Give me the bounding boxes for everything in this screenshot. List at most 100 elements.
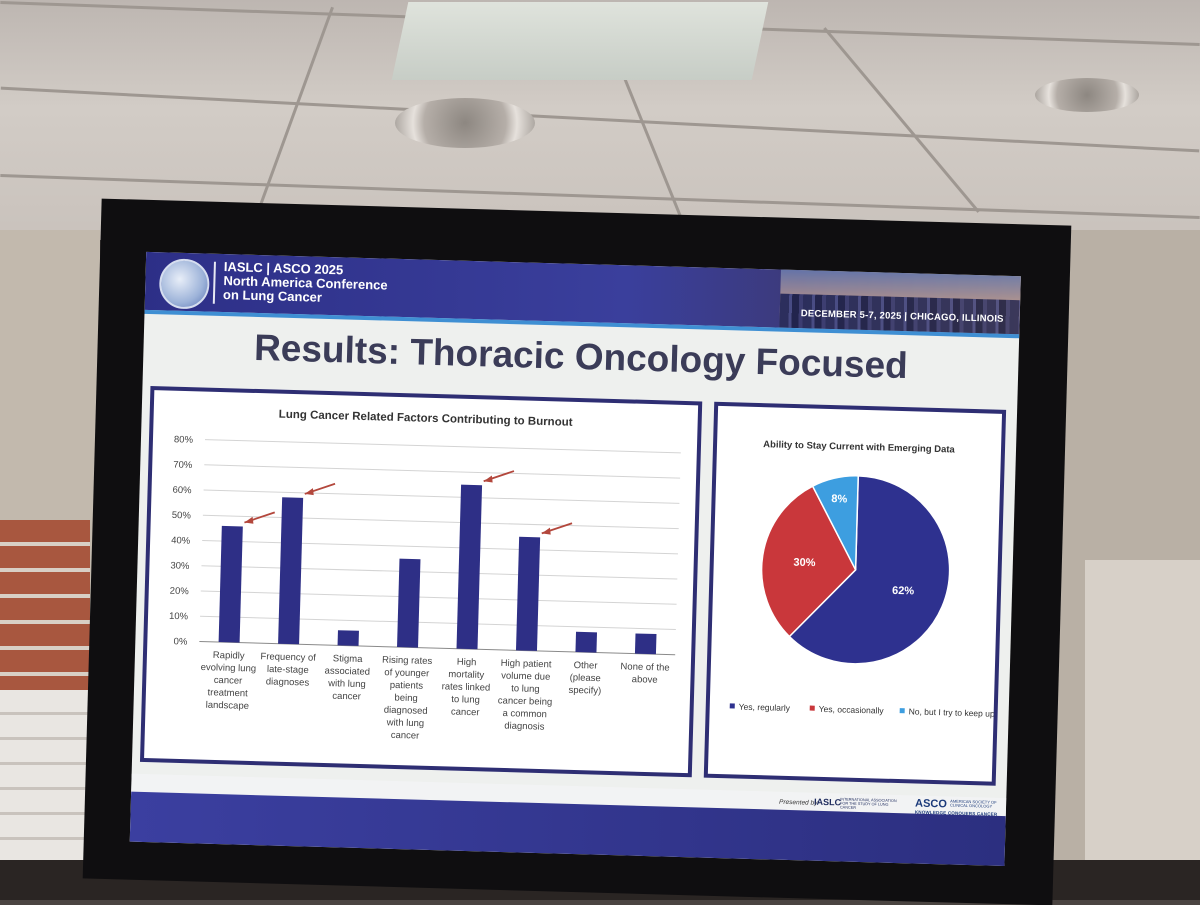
x-tick-label: High patient <box>501 658 552 670</box>
x-tick-label: above <box>632 674 658 686</box>
pie-slice <box>760 485 857 638</box>
legend-label: Yes, regularly <box>739 702 791 713</box>
gridline <box>202 514 679 530</box>
x-tick-label: mortality <box>448 669 484 681</box>
legend-label: No, but I try to keep up. <box>909 706 998 718</box>
highlight-arrow-head <box>541 527 551 535</box>
y-tick-label: 40% <box>171 535 191 547</box>
pie-data-label: 30% <box>793 557 816 570</box>
door-right <box>1085 560 1200 900</box>
pie-chart-title: Ability to Stay Current with Emerging Da… <box>763 439 956 455</box>
gridline <box>204 439 681 454</box>
x-tick-label: diagnosed <box>384 705 428 717</box>
ceiling-light-panel <box>391 2 769 80</box>
pie-slice <box>788 475 951 665</box>
x-tick-label: evolving lung <box>200 662 256 675</box>
y-tick-label: 0% <box>173 636 188 647</box>
x-tick-label: cancer <box>332 691 361 703</box>
bar <box>515 536 541 651</box>
bar <box>337 630 359 646</box>
x-tick-label: to lung <box>511 683 540 695</box>
gridline <box>200 615 676 631</box>
bar-chart-panel: Lung Cancer Related Factors Contributing… <box>139 386 703 778</box>
x-tick-label: cancer <box>214 675 243 687</box>
iaslc-logo: IASLC <box>813 796 842 808</box>
x-tick-label: diagnosis <box>504 721 545 733</box>
pie-chart-panel: Ability to Stay Current with Emerging Da… <box>703 401 1007 786</box>
y-tick-label: 80% <box>174 434 194 446</box>
legend-swatch <box>729 703 735 709</box>
x-tick-label: Rapidly <box>213 650 245 662</box>
bar-chart-title: Lung Cancer Related Factors Contributing… <box>279 409 573 429</box>
legend-swatch <box>899 708 905 714</box>
gridline <box>202 540 679 555</box>
ceiling <box>0 0 1200 240</box>
y-tick-label: 50% <box>172 510 192 522</box>
x-tick-label: treatment <box>207 687 248 699</box>
bar-chart: Lung Cancer Related Factors Contributing… <box>169 409 681 742</box>
ceiling-speaker-icon <box>395 98 535 148</box>
gridline <box>203 489 680 504</box>
gridline <box>200 590 677 605</box>
banner-divider <box>212 261 216 304</box>
bar <box>278 497 304 645</box>
y-tick-label: 20% <box>170 586 190 598</box>
x-tick-label: High <box>457 657 477 669</box>
highlight-arrow-head <box>483 475 493 483</box>
x-tick-label: with lung <box>327 678 366 690</box>
iaslc-logo-text: INTERNATIONAL ASSOCIATION FOR THE STUDY … <box>839 797 897 811</box>
x-tick-label: Other <box>574 660 598 672</box>
x-tick-label: volume due <box>501 670 550 682</box>
projection-screen: IASLC | ASCO 2025 North America Conferen… <box>82 198 1072 905</box>
chicago-skyline <box>779 269 1021 335</box>
highlight-arrow-head <box>304 488 314 496</box>
globe-icon <box>158 258 211 310</box>
x-tick-label: specify) <box>568 685 601 697</box>
x-tick-label: Rising rates <box>382 655 433 667</box>
x-tick-label: a common <box>502 708 547 720</box>
presented-by-label: Presented by <box>778 798 818 807</box>
pie-chart: Ability to Stay Current with Emerging Da… <box>729 439 998 719</box>
x-tick-label: cancer being <box>498 695 553 708</box>
x-tick-label: diagnoses <box>266 676 310 688</box>
y-tick-label: 10% <box>169 611 189 623</box>
legend-swatch <box>809 705 815 711</box>
x-tick-label: None of the <box>620 661 669 673</box>
x-tick-label: of younger <box>384 667 429 679</box>
x-tick-label: late-stage <box>267 664 309 676</box>
legend-label: Yes, occasionally <box>819 704 885 716</box>
asco-logo-text: AMERICAN SOCIETY OF CLINICAL ONCOLOGY <box>949 798 997 810</box>
x-tick-label: being <box>394 692 418 704</box>
conference-title: IASLC | ASCO 2025 North America Conferen… <box>222 259 388 305</box>
x-tick-label: cancer <box>391 730 420 742</box>
x-tick-label: cancer <box>451 707 480 719</box>
gridline <box>204 464 681 479</box>
x-tick-label: associated <box>324 666 370 678</box>
bar <box>634 633 657 655</box>
pie-data-label: 8% <box>831 493 847 505</box>
ceiling-tile-line <box>249 6 334 234</box>
ceiling-tile-line <box>823 27 980 213</box>
bar <box>456 484 483 650</box>
x-tick-label: landscape <box>206 700 250 712</box>
bar <box>575 631 598 653</box>
ceiling-downlight-icon <box>1035 78 1139 112</box>
highlight-arrow-head <box>244 516 254 524</box>
x-tick-label: patients <box>390 680 424 692</box>
gridline <box>201 565 678 580</box>
y-tick-label: 60% <box>172 485 192 497</box>
pie-slice <box>811 475 860 571</box>
ceiling-tile-line <box>0 86 1200 153</box>
y-tick-label: 30% <box>170 560 190 572</box>
bar <box>218 525 243 643</box>
x-tick-label: Stigma <box>333 653 364 665</box>
x-tick-label: with lung <box>386 717 425 729</box>
x-tick-label: rates linked <box>441 681 490 693</box>
y-tick-label: 70% <box>173 459 193 471</box>
slide: IASLC | ASCO 2025 North America Conferen… <box>129 251 1021 867</box>
x-tick-label: Frequency of <box>260 651 316 664</box>
x-tick-label: to lung <box>451 694 480 706</box>
x-tick-label: (please <box>569 672 600 684</box>
bar <box>397 558 421 648</box>
pie-data-label: 62% <box>892 585 915 598</box>
